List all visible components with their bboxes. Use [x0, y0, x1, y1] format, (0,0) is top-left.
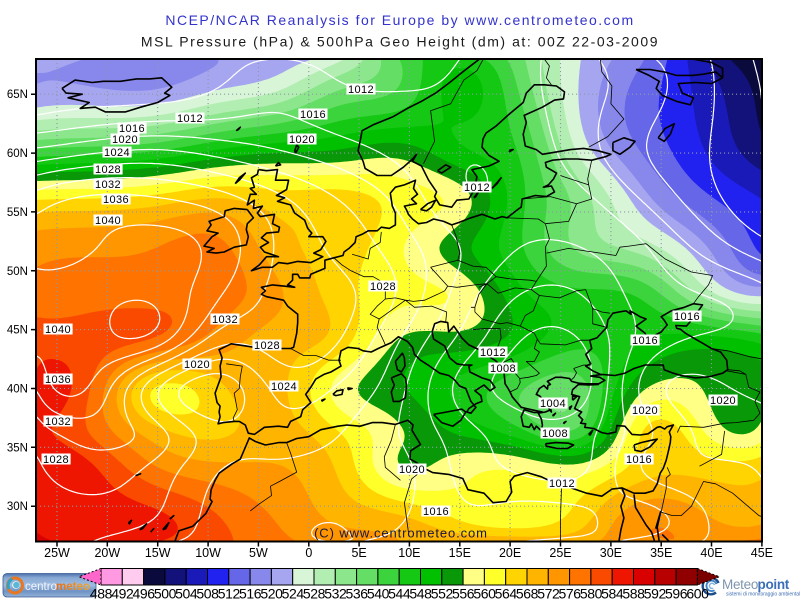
svg-text:584: 584 — [601, 586, 624, 600]
svg-text:1028: 1028 — [254, 340, 280, 352]
svg-text:1016: 1016 — [626, 454, 652, 466]
svg-text:meteo: meteo — [56, 581, 90, 593]
svg-text:508: 508 — [196, 586, 219, 600]
svg-text:15W: 15W — [145, 546, 171, 560]
svg-text:568: 568 — [516, 586, 539, 600]
svg-text:30N: 30N — [7, 501, 28, 513]
svg-text:1024: 1024 — [271, 381, 297, 393]
svg-text:1020: 1020 — [184, 359, 210, 371]
svg-text:50N: 50N — [7, 266, 28, 278]
svg-text:25W: 25W — [44, 546, 70, 560]
svg-text:1020: 1020 — [399, 464, 425, 476]
svg-text:536: 536 — [346, 586, 369, 600]
svg-text:35N: 35N — [7, 442, 28, 454]
svg-text:0: 0 — [305, 546, 312, 560]
svg-text:20W: 20W — [94, 546, 120, 560]
svg-text:Meteo: Meteo — [722, 577, 758, 592]
svg-text:572: 572 — [537, 586, 560, 600]
svg-text:centro: centro — [25, 581, 57, 593]
svg-text:1012: 1012 — [348, 84, 374, 96]
svg-text:35E: 35E — [650, 546, 672, 560]
svg-text:1008: 1008 — [542, 428, 568, 440]
svg-text:1020: 1020 — [112, 134, 138, 146]
svg-text:45N: 45N — [7, 325, 28, 337]
svg-text:548: 548 — [409, 586, 432, 600]
svg-text:40N: 40N — [7, 384, 28, 396]
svg-text:1008: 1008 — [490, 363, 516, 375]
svg-text:1028: 1028 — [43, 454, 69, 466]
svg-text:580: 580 — [580, 586, 603, 600]
svg-text:592: 592 — [644, 586, 667, 600]
svg-text:5E: 5E — [351, 546, 366, 560]
svg-text:1032: 1032 — [95, 179, 121, 191]
svg-text:1016: 1016 — [300, 109, 326, 121]
svg-text:1032: 1032 — [212, 314, 238, 326]
svg-text:520: 520 — [260, 586, 283, 600]
svg-text:552: 552 — [431, 586, 454, 600]
svg-text:1036: 1036 — [45, 374, 71, 386]
svg-text:NCEP/NCAR Reanalysis for Europ: NCEP/NCAR Reanalysis for Europe by www.c… — [165, 12, 634, 28]
svg-text:30E: 30E — [600, 546, 622, 560]
svg-text:588: 588 — [622, 586, 645, 600]
svg-text:10E: 10E — [398, 546, 420, 560]
svg-text:1040: 1040 — [45, 324, 71, 336]
svg-text:1020: 1020 — [632, 405, 658, 417]
svg-text:55N: 55N — [7, 207, 28, 219]
svg-text:564: 564 — [495, 586, 518, 600]
svg-text:1032: 1032 — [45, 416, 71, 428]
svg-text:492: 492 — [111, 586, 134, 600]
svg-text:544: 544 — [388, 586, 411, 600]
svg-text:1012: 1012 — [464, 182, 490, 194]
svg-text:528: 528 — [303, 586, 326, 600]
svg-text:524: 524 — [282, 586, 305, 600]
svg-text:20E: 20E — [499, 546, 521, 560]
svg-text:15E: 15E — [449, 546, 471, 560]
svg-text:1020: 1020 — [289, 134, 315, 146]
svg-text:504: 504 — [175, 586, 198, 600]
svg-text:5W: 5W — [249, 546, 268, 560]
svg-text:(C) www.centrometeo.com: (C) www.centrometeo.com — [314, 526, 488, 541]
svg-text:1028: 1028 — [370, 281, 396, 293]
svg-text:500: 500 — [154, 586, 177, 600]
svg-text:1004: 1004 — [540, 398, 566, 410]
svg-text:596: 596 — [665, 586, 688, 600]
svg-text:1016: 1016 — [423, 506, 449, 518]
svg-text:45E: 45E — [751, 546, 773, 560]
svg-text:600: 600 — [686, 586, 709, 600]
svg-text:556: 556 — [452, 586, 475, 600]
svg-text:1016: 1016 — [674, 311, 700, 323]
svg-text:60N: 60N — [7, 148, 28, 160]
svg-text:512: 512 — [218, 586, 241, 600]
svg-text:496: 496 — [133, 586, 156, 600]
svg-text:10W: 10W — [195, 546, 221, 560]
svg-text:1024: 1024 — [104, 147, 130, 159]
svg-text:25E: 25E — [549, 546, 571, 560]
svg-text:1020: 1020 — [710, 395, 736, 407]
svg-text:560: 560 — [473, 586, 496, 600]
svg-text:65N: 65N — [7, 89, 28, 101]
svg-text:1012: 1012 — [480, 347, 506, 359]
svg-text:1012: 1012 — [549, 478, 575, 490]
svg-text:point: point — [758, 577, 790, 592]
svg-text:1036: 1036 — [103, 194, 129, 206]
svg-text:532: 532 — [324, 586, 347, 600]
svg-text:1028: 1028 — [95, 164, 121, 176]
svg-text:sistemi di monitoraggio ambien: sistemi di monitoraggio ambientale — [726, 592, 800, 598]
svg-text:576: 576 — [559, 586, 582, 600]
svg-text:1016: 1016 — [632, 335, 658, 347]
svg-text:MSL Pressure (hPa) & 500hPa Ge: MSL Pressure (hPa) & 500hPa Geo Height (… — [141, 34, 659, 50]
svg-text:516: 516 — [239, 586, 262, 600]
svg-text:1012: 1012 — [177, 113, 203, 125]
svg-text:40E: 40E — [700, 546, 722, 560]
svg-text:488: 488 — [90, 586, 113, 600]
svg-text:540: 540 — [367, 586, 390, 600]
svg-text:1016: 1016 — [119, 123, 145, 135]
svg-text:1040: 1040 — [95, 215, 121, 227]
